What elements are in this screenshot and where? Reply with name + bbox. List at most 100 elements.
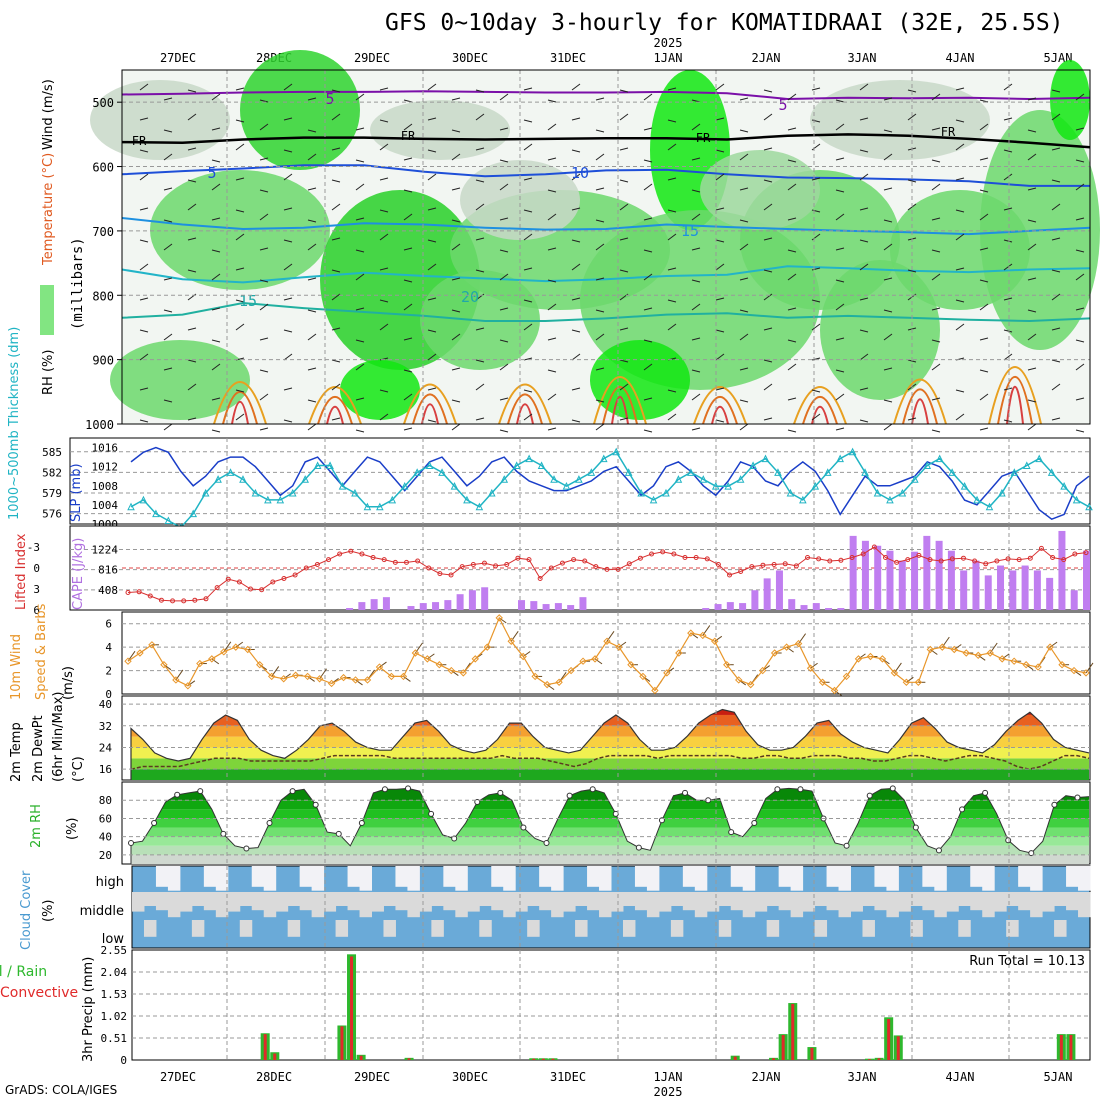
wind-barb: [355, 363, 365, 371]
wind-barb: [715, 173, 725, 181]
li-point: [626, 561, 632, 567]
thickness-point: [550, 475, 558, 483]
li-point: [615, 566, 621, 572]
wind-barb: [595, 97, 605, 101]
rh-tick: 80: [99, 794, 112, 807]
wind-barb: [619, 179, 629, 183]
cloud-cell: [311, 892, 325, 918]
temp-tick: 32: [99, 720, 112, 733]
wind-barb: [1003, 83, 1013, 91]
thickness-point: [699, 475, 708, 483]
rh-point: [566, 792, 573, 799]
wind-barb: [451, 333, 461, 341]
wind-barb: [523, 299, 533, 303]
precip-convective-bar: [810, 1047, 814, 1060]
cloud-cell: [287, 920, 301, 937]
date-label-bottom: 2JAN: [752, 1070, 781, 1084]
wind-speed-point: [842, 672, 851, 681]
wind-barb: [355, 93, 365, 101]
wind-barb: [835, 279, 845, 283]
slp-axis-label: SLP (mb): [69, 463, 84, 522]
precip-convective-bar: [263, 1034, 267, 1060]
wind-barb: [979, 157, 989, 161]
wind-barb: [427, 239, 437, 243]
wind-barb: [331, 89, 341, 93]
wind-barb: [883, 97, 893, 101]
date-label-top: 30DEC: [452, 51, 488, 65]
isotherm-surface: [988, 366, 1042, 425]
li-point: [727, 572, 733, 578]
cloud-cell: [814, 892, 828, 906]
wind-barb: [643, 159, 653, 163]
cloud-cell: [132, 892, 145, 912]
cloud-cell: [287, 892, 301, 906]
wind-speed-point: [124, 657, 132, 665]
wind-barb: [715, 117, 725, 121]
wind-barb: [714, 635, 723, 642]
wind-barb: [739, 219, 749, 223]
cloud-cell: [982, 866, 995, 891]
wind-barb: [787, 397, 797, 401]
thickness-point: [823, 468, 832, 476]
wind-barb: [499, 127, 509, 131]
li-point: [749, 564, 755, 570]
cloud-cell: [323, 892, 337, 912]
cloud-cell: [1054, 892, 1067, 906]
li-point: [715, 562, 721, 567]
precip-convective-bar: [273, 1053, 277, 1060]
cloud-cell: [1018, 866, 1031, 887]
credit-text: GrADS: COLA/IGES: [5, 1083, 118, 1097]
wind-barb: [379, 119, 389, 123]
cape-bar: [960, 570, 968, 610]
wind-barb: [283, 387, 293, 391]
li-point: [771, 562, 777, 567]
contour-label: 5: [325, 90, 334, 108]
wind-barb: [859, 419, 869, 423]
wind-barb: [283, 117, 293, 121]
wind-barb: [547, 123, 557, 131]
rh-line: [130, 787, 1090, 864]
wind-barb: [211, 159, 221, 163]
wind-barb: [211, 429, 221, 433]
wind-barb: [163, 129, 173, 133]
wind-barb: [1075, 363, 1085, 371]
cape-bar: [554, 603, 562, 610]
cloud-cell: [575, 920, 588, 937]
li-tick: -3: [27, 541, 40, 554]
date-label-top: 4JAN: [946, 51, 975, 65]
rh-point: [174, 791, 181, 798]
wind-barb: [883, 187, 893, 191]
rh-axis-label: RH (%): [41, 350, 56, 395]
wind-barb: [595, 423, 605, 431]
precip-tick: 1.53: [101, 988, 128, 1001]
year-label-top: 2025: [654, 36, 683, 50]
wind-barb: [427, 117, 437, 121]
temp-band: [131, 725, 1089, 737]
cape-bar: [456, 594, 464, 610]
li-point: [225, 576, 231, 582]
cloud-cell: [431, 892, 444, 906]
thickness-point: [799, 495, 807, 504]
cape-bar: [530, 601, 538, 610]
cape-bar: [370, 599, 378, 610]
wind-barb: [307, 153, 317, 161]
wind-barb: [475, 383, 485, 391]
li-point: [181, 598, 187, 604]
wind-barb: [835, 189, 845, 193]
cape-bar: [1083, 550, 1090, 610]
wind-barb: [355, 679, 363, 686]
wind-barb: [379, 143, 389, 151]
wind-barb: [931, 93, 941, 101]
rh-point: [658, 817, 665, 824]
date-label-top: 31DEC: [550, 51, 586, 65]
wind-barb: [547, 393, 557, 401]
thickness-point: [1072, 495, 1081, 504]
cloud-cell: [766, 920, 780, 937]
cloud-cell: [958, 920, 971, 937]
li-point: [1050, 555, 1056, 560]
wind-barb: [259, 279, 269, 283]
wind-barb: [763, 147, 773, 151]
wind-barb: [571, 387, 581, 391]
wind-barb: [691, 393, 701, 401]
wind-barb: [139, 117, 149, 121]
